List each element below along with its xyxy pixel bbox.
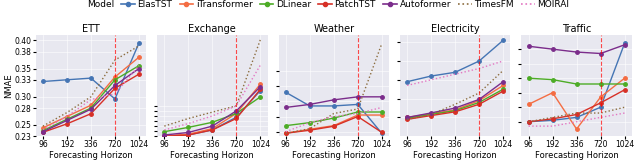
Legend: Model, ElasTST, iTransformer, DLinear, PatchTST, Autoformer, TimesFM, MOIRAI: Model, ElasTST, iTransformer, DLinear, P… [67, 0, 573, 13]
X-axis label: Forecasting Horizon: Forecasting Horizon [292, 151, 376, 160]
X-axis label: Forecasting Horizon: Forecasting Horizon [170, 151, 254, 160]
Title: Weather: Weather [313, 24, 355, 34]
Title: ETT: ETT [82, 24, 100, 34]
X-axis label: Forecasting Horizon: Forecasting Horizon [534, 151, 618, 160]
Title: Exchange: Exchange [188, 24, 236, 34]
X-axis label: Forecasting Horizon: Forecasting Horizon [413, 151, 497, 160]
Title: Electricity: Electricity [431, 24, 479, 34]
Y-axis label: NMAE: NMAE [4, 73, 13, 98]
Title: Traffic: Traffic [562, 24, 591, 34]
X-axis label: Forecasting Horizon: Forecasting Horizon [49, 151, 133, 160]
